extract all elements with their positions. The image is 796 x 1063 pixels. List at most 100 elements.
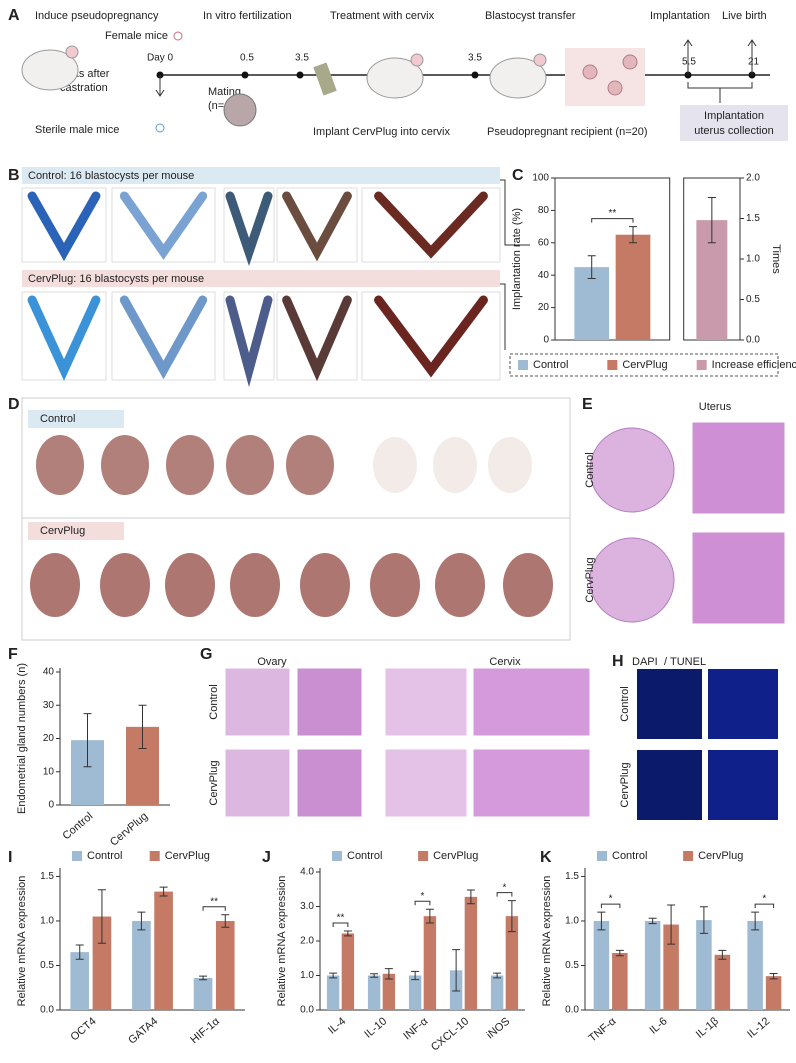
- pup: [226, 435, 274, 495]
- y2-tick-label: 2.0: [746, 173, 760, 184]
- panel-label: G: [200, 646, 212, 663]
- bar: [341, 933, 355, 1010]
- significance-bracket: [591, 218, 634, 223]
- pup: [101, 435, 149, 495]
- step-title: Live birth: [722, 10, 767, 22]
- male-symbol: [155, 123, 165, 133]
- y2-tick-label: 0.5: [746, 294, 760, 305]
- error-bar: [769, 972, 778, 980]
- uterus: [282, 295, 352, 382]
- panel-label: F: [8, 646, 18, 663]
- panel-label: K: [540, 849, 552, 866]
- column-title: Ovary: [257, 656, 287, 668]
- collection-box: [680, 105, 788, 141]
- error-bar: [597, 911, 606, 931]
- pup: [435, 553, 485, 617]
- uterus: [27, 295, 101, 381]
- note: Implantation: [704, 110, 764, 122]
- error-bar: [648, 917, 657, 925]
- image: [296, 748, 363, 818]
- image: [384, 748, 468, 818]
- y2-axis-label: Times: [770, 244, 782, 274]
- y2-tick-label: 0.0: [746, 335, 760, 346]
- pup: [286, 435, 334, 495]
- stain-label: /: [664, 656, 668, 668]
- error-bar: [159, 886, 168, 897]
- x-tick-label: iNOS: [484, 1015, 512, 1041]
- error-bar: [425, 908, 434, 924]
- bar: [615, 234, 651, 340]
- label-bg: [28, 522, 124, 540]
- significance: *: [421, 891, 425, 902]
- y-tick-label: 3.0: [300, 901, 314, 912]
- pup: [165, 553, 215, 617]
- female-symbol: [173, 31, 183, 41]
- step-title: Induce pseudopregnancy: [35, 10, 159, 22]
- bar: [505, 916, 519, 1010]
- mouse-icon: [21, 49, 79, 91]
- arrow: [155, 75, 165, 97]
- bar: [215, 920, 235, 1010]
- pup: [488, 437, 532, 493]
- error-bar: [97, 889, 106, 944]
- y-tick-label: 1.0: [300, 970, 314, 981]
- y-tick-label: 30: [43, 700, 55, 711]
- legend-swatch: [696, 360, 707, 370]
- error-bar: [751, 911, 760, 931]
- image: [224, 667, 291, 737]
- bar: [765, 976, 782, 1010]
- y-tick-label: 0: [543, 335, 549, 346]
- header: CervPlug: 16 blastocysts per mouse: [28, 273, 204, 285]
- legend-swatch: [72, 851, 82, 861]
- row-label: CervPlug: [619, 762, 631, 807]
- row-label: CervPlug: [40, 525, 85, 537]
- stain-label: TUNEL: [670, 656, 706, 668]
- x-tick-label: IL-4: [326, 1015, 348, 1036]
- pup: [370, 553, 420, 617]
- legend-label: CervPlug: [433, 850, 478, 862]
- day-label: 5.5: [682, 57, 696, 68]
- significance: **: [337, 913, 345, 924]
- error-bar: [137, 911, 146, 931]
- bar: [423, 916, 437, 1010]
- panel-label: B: [8, 167, 20, 184]
- uterus: [374, 191, 488, 259]
- uterus: [119, 295, 208, 380]
- row-label: Control: [40, 413, 75, 425]
- column-title: Cervix: [489, 656, 521, 668]
- day-label: Day 0: [147, 53, 174, 64]
- header: Control: 16 blastocysts per mouse: [28, 170, 194, 182]
- y-tick-label: 40: [43, 667, 55, 678]
- image: [384, 667, 468, 737]
- bar: [326, 975, 340, 1010]
- pup: [36, 435, 84, 495]
- image: [691, 421, 786, 515]
- significance: **: [210, 896, 218, 907]
- y-tick-label: 0: [48, 800, 54, 811]
- blastocyst: [582, 64, 598, 80]
- stain-label: DAPI: [632, 656, 658, 668]
- image: [691, 531, 786, 625]
- uterus: [27, 191, 101, 262]
- day-label: 3.5: [468, 53, 482, 64]
- day-label: 0.5: [240, 53, 254, 64]
- x-tick-label: GATA4: [126, 1015, 160, 1046]
- legend-label: CervPlug: [698, 850, 743, 862]
- legend-label: CervPlug: [622, 359, 667, 371]
- legend-swatch: [518, 360, 528, 370]
- significance-bracket: [754, 903, 775, 909]
- row-label: Control: [584, 452, 596, 487]
- panel-label: D: [8, 396, 20, 413]
- y-tick-label: 1.0: [565, 916, 579, 927]
- legend-label: Control: [347, 850, 382, 862]
- significance-bracket: [600, 903, 621, 909]
- error-bar: [628, 226, 637, 244]
- legend-label: Increase efficiency: [712, 359, 796, 371]
- timeline-dot: [471, 71, 479, 79]
- y-tick-label: 1.5: [40, 871, 54, 882]
- error-bar: [75, 944, 84, 960]
- connector: [500, 179, 530, 350]
- bar: [574, 267, 610, 340]
- error-bar: [707, 196, 716, 244]
- note: castration: [60, 82, 108, 94]
